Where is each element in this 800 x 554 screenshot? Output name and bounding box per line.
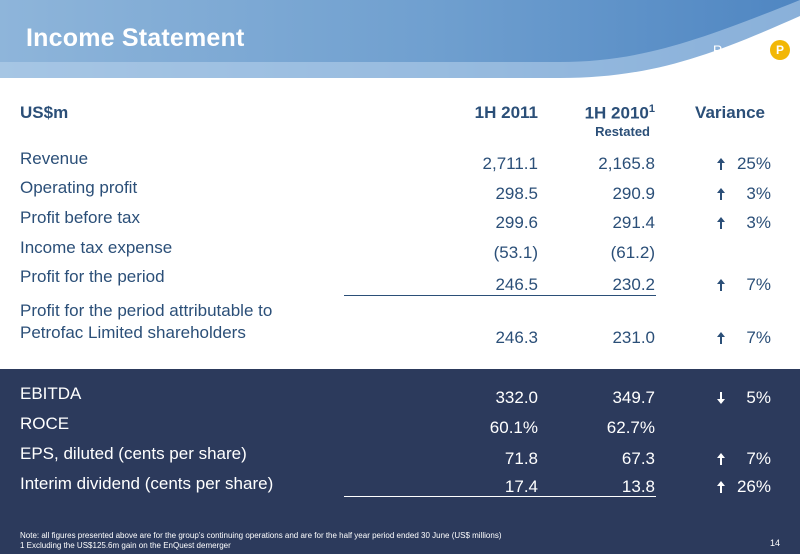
value-operating-profit-1h2011: 298.5 bbox=[495, 184, 538, 203]
value-profit-before-tax-1h2011: 299.6 bbox=[495, 213, 538, 232]
row-label-profit-attributable: Profit for the period attributable to Pe… bbox=[20, 300, 272, 344]
value-profit-attributable-1h2010: 231.0 bbox=[612, 328, 655, 347]
value-dividend-1h2011: 17.4 bbox=[504, 477, 538, 496]
arrow-up-icon bbox=[717, 481, 725, 493]
arrow-up-icon bbox=[717, 158, 725, 170]
value-dividend-1h2010: 13.8 bbox=[621, 477, 655, 496]
column-header-label: US$m bbox=[20, 103, 69, 122]
column-header-variance: Variance bbox=[695, 103, 765, 122]
value-ebitda-1h2010: 349.7 bbox=[612, 388, 655, 407]
total-rule bbox=[344, 496, 656, 497]
value-operating-profit-1h2010: 290.9 bbox=[612, 184, 655, 203]
row-label-profit-for-period: Profit for the period bbox=[20, 267, 165, 286]
row-label-operating-profit: Operating profit bbox=[20, 178, 138, 197]
arrow-up-icon bbox=[717, 279, 725, 291]
arrow-up-icon bbox=[717, 332, 725, 344]
variance-ebitda: 5% bbox=[746, 388, 771, 407]
spacer bbox=[344, 271, 656, 272]
value-revenue-1h2011: 2,711.1 bbox=[482, 154, 538, 173]
page-number: 14 bbox=[769, 538, 780, 548]
row-label-revenue: Revenue bbox=[20, 149, 89, 168]
variance-profit-before-tax: 3% bbox=[746, 213, 771, 232]
value-eps-1h2011: 71.8 bbox=[504, 449, 538, 468]
footnote-marker: 1 bbox=[648, 103, 655, 115]
header-banner: Income Statement Petrofac P bbox=[0, 0, 800, 92]
arrow-down-icon bbox=[717, 392, 725, 404]
value-eps-1h2010: 67.3 bbox=[621, 449, 655, 468]
value-revenue-1h2010: 2,165.8 bbox=[598, 154, 655, 173]
row-label-interim-dividend: Interim dividend (cents per share) bbox=[20, 474, 274, 493]
column-subheader-restated: Restated bbox=[595, 124, 650, 139]
page-title: Income Statement bbox=[26, 24, 245, 52]
petrofac-logo: Petrofac P bbox=[713, 40, 790, 60]
arrow-up-icon bbox=[717, 217, 725, 229]
row-label-eps-diluted: EPS, diluted (cents per share) bbox=[20, 444, 247, 463]
header-background bbox=[0, 0, 800, 92]
logo-text: Petrofac bbox=[712, 42, 765, 58]
row-label-roce: ROCE bbox=[20, 414, 70, 433]
arrow-up-icon bbox=[717, 188, 725, 200]
arrow-up-icon bbox=[717, 453, 725, 465]
value-income-tax-1h2010: (61.2) bbox=[610, 243, 655, 262]
variance-profit-attributable: 7% bbox=[746, 328, 771, 347]
value-income-tax-1h2011: (53.1) bbox=[493, 243, 538, 262]
value-roce-1h2010: 62.7% bbox=[606, 418, 655, 437]
variance-revenue: 25% bbox=[736, 154, 771, 173]
column-header-1h2010-text: 1H 2010 bbox=[584, 103, 649, 123]
variance-dividend: 26% bbox=[736, 477, 771, 496]
column-header-1h2010: 1H 20101 bbox=[585, 103, 655, 124]
footer: Note: all figures presented above are fo… bbox=[0, 513, 800, 554]
row-label-income-tax-expense: Income tax expense bbox=[20, 238, 173, 257]
value-profit-for-period-1h2011: 246.5 bbox=[495, 275, 538, 294]
variance-operating-profit: 3% bbox=[746, 184, 771, 203]
variance-eps: 7% bbox=[746, 449, 771, 468]
value-profit-for-period-1h2010: 230.2 bbox=[612, 275, 655, 294]
variance-profit-for-period: 7% bbox=[746, 275, 771, 294]
row-label-profit-attributable-line2: Petrofac Limited shareholders bbox=[20, 323, 246, 342]
footnote-enquest: 1 Excluding the US$125.6m gain on the En… bbox=[20, 541, 231, 550]
value-profit-attributable-1h2011: 246.3 bbox=[495, 328, 538, 347]
footnote-continuing-operations: Note: all figures presented above are fo… bbox=[20, 531, 502, 540]
value-roce-1h2011: 60.1% bbox=[489, 418, 538, 437]
row-label-profit-attributable-line1: Profit for the period attributable to bbox=[20, 301, 273, 320]
value-profit-before-tax-1h2010: 291.4 bbox=[612, 213, 655, 232]
petrofac-emblem-icon: P bbox=[770, 40, 790, 60]
key-metrics-band: EBITDA 332.0 349.7 5% ROCE 60.1% 62.7% E… bbox=[0, 369, 800, 513]
row-label-profit-before-tax: Profit before tax bbox=[20, 208, 141, 227]
subtotal-rule bbox=[344, 295, 656, 296]
row-label-ebitda: EBITDA bbox=[20, 384, 82, 403]
value-ebitda-1h2011: 332.0 bbox=[495, 388, 538, 407]
column-header-1h2011: 1H 2011 bbox=[474, 103, 538, 122]
